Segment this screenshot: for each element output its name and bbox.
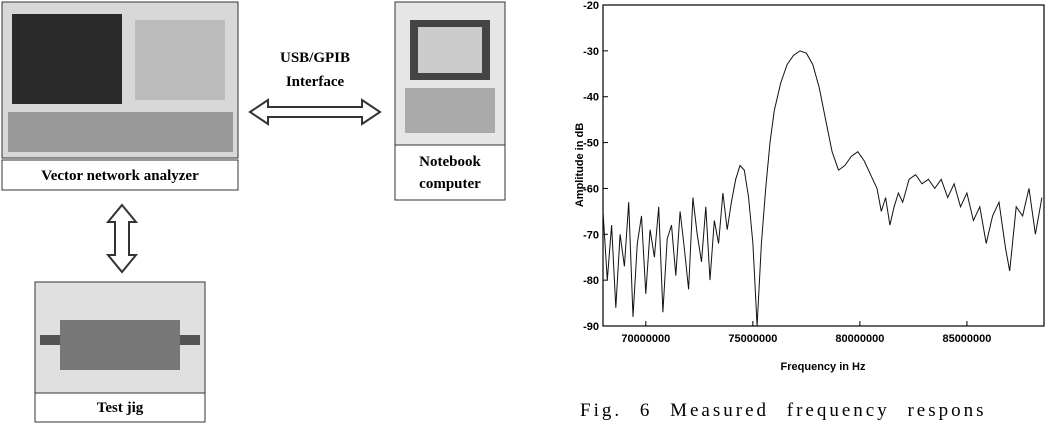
double-arrow: [105, 203, 139, 274]
node-box: [1, 159, 239, 191]
node-label: Notebook: [419, 154, 481, 170]
y-tick-label: -80: [583, 275, 599, 287]
y-tick-label: -20: [583, 0, 599, 12]
testjig-image: [34, 281, 206, 394]
x-tick-label: 70000000: [621, 333, 670, 345]
node-box: [34, 392, 206, 423]
y-tick-label: -30: [583, 46, 599, 58]
caption: Fig. 6 Measured frequency respons: [580, 400, 987, 421]
y-axis-label: Amplitude in dB: [574, 123, 586, 207]
double-arrow: [248, 98, 382, 126]
node-label: Test jig: [97, 400, 144, 416]
y-tick-label: -90: [583, 321, 599, 333]
plot-frame: [602, 4, 1045, 327]
node-box: [394, 144, 506, 201]
x-tick-label: 80000000: [835, 333, 884, 345]
notebook-image: [394, 1, 506, 146]
x-tick-label: 75000000: [728, 333, 777, 345]
plot: -90 -80 -70 -60 -50 -40 -30 -20 70000000 75000000…: [583, 0, 1045, 345]
vna-image: [1, 1, 239, 159]
node-label: computer: [419, 176, 481, 192]
edge-label: USB/GPIB: [280, 50, 350, 66]
edge-label: Interface: [286, 74, 345, 90]
y-tick-label: -70: [583, 229, 599, 241]
y-tick-label: -50: [583, 138, 599, 150]
y-tick-label: -60: [583, 183, 599, 195]
node-label: Vector network analyzer: [41, 168, 199, 184]
x-axis-label: Frequency in Hz: [781, 361, 866, 373]
y-tick-label: -40: [583, 92, 599, 104]
x-tick-label: 85000000: [942, 333, 991, 345]
data-line: [602, 50, 1043, 327]
